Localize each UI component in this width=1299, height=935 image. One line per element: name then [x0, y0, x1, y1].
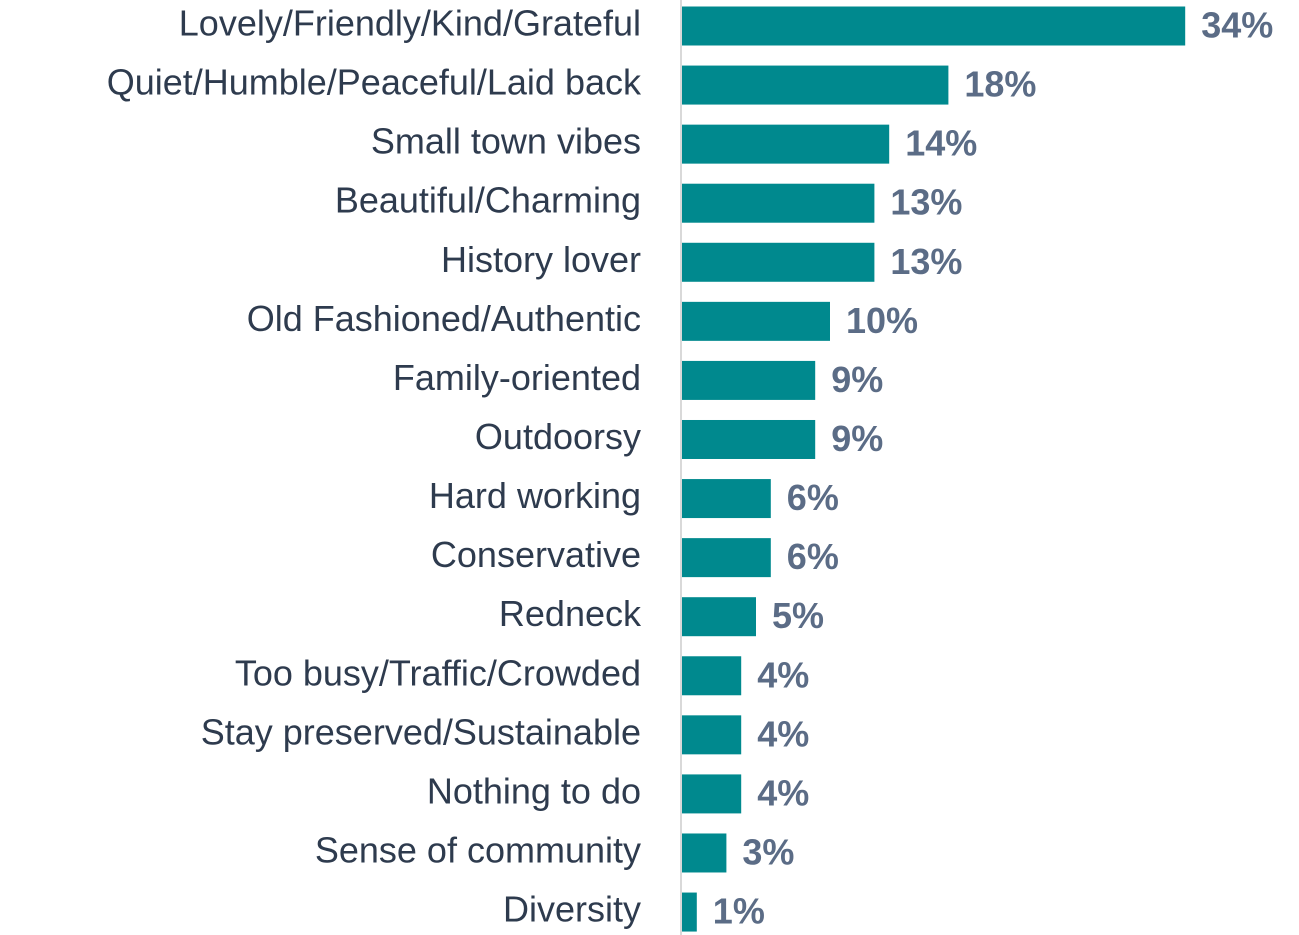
bar: [682, 656, 742, 696]
category-label: Nothing to do: [427, 770, 641, 811]
value-label: 9%: [831, 359, 883, 400]
bar: [682, 715, 742, 755]
category-label: Outdoorsy: [475, 416, 641, 457]
category-label: Too busy/Traffic/Crowded: [235, 652, 641, 693]
bar: [682, 360, 816, 400]
value-label: 13%: [890, 241, 962, 282]
category-label: Hard working: [429, 475, 641, 516]
value-label: 6%: [787, 477, 839, 518]
category-label: Family-oriented: [393, 357, 641, 398]
value-label: 14%: [905, 123, 977, 164]
bar: [682, 6, 1186, 46]
category-label: Stay preserved/Sustainable: [201, 711, 641, 752]
category-label: Sense of community: [315, 829, 641, 870]
category-label: Beautiful/Charming: [335, 180, 641, 221]
value-label: 1%: [713, 891, 765, 932]
value-label: 18%: [964, 64, 1036, 105]
bar: [682, 892, 697, 932]
value-label: 4%: [757, 772, 809, 813]
category-label: Small town vibes: [371, 121, 641, 162]
bar: [682, 833, 727, 873]
value-label: 6%: [787, 536, 839, 577]
value-label: 34%: [1201, 5, 1273, 46]
bar: [682, 419, 816, 459]
category-label: Old Fashioned/Authentic: [247, 298, 641, 339]
value-label: 5%: [772, 595, 824, 636]
bar: [682, 65, 949, 105]
bar: [682, 124, 890, 164]
bar: [682, 538, 771, 578]
bar: [682, 774, 742, 814]
category-label: Quiet/Humble/Peaceful/Laid back: [107, 62, 642, 103]
value-label: 10%: [846, 300, 918, 341]
bar: [682, 479, 771, 519]
category-label: Redneck: [499, 593, 642, 634]
bar: [682, 301, 830, 341]
value-label: 4%: [757, 654, 809, 695]
value-label: 9%: [831, 418, 883, 459]
category-label: Lovely/Friendly/Kind/Grateful: [179, 3, 641, 44]
category-label: Conservative: [431, 534, 641, 575]
bar: [682, 242, 875, 282]
bar: [682, 183, 875, 223]
value-label: 4%: [757, 713, 809, 754]
value-label: 3%: [742, 831, 794, 872]
category-label: Diversity: [503, 889, 641, 930]
value-label: 13%: [890, 182, 962, 223]
category-label: History lover: [441, 239, 641, 280]
bar: [682, 597, 756, 637]
